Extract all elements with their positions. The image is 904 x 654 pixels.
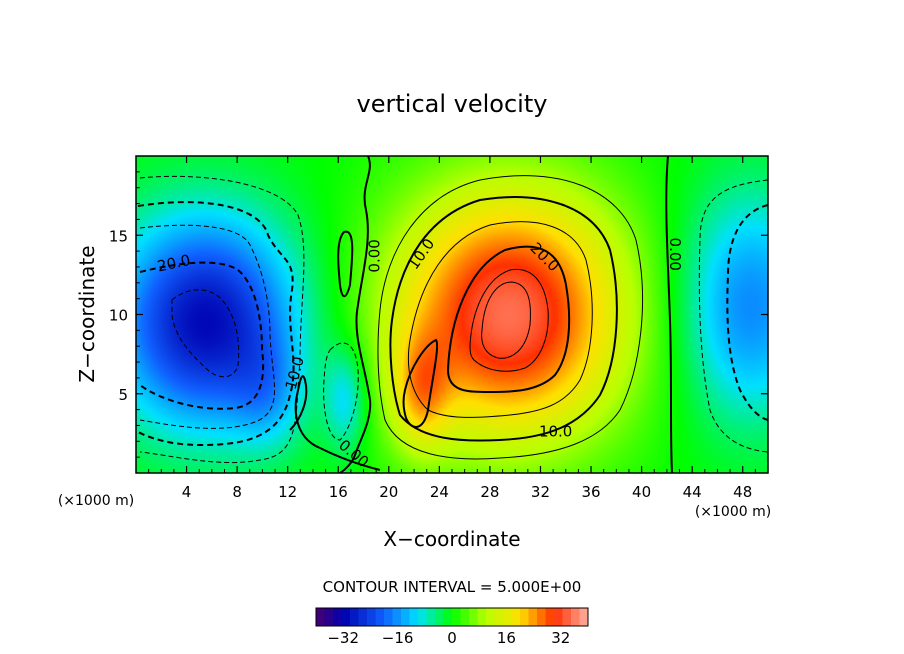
colorbar-segment xyxy=(562,608,572,626)
x-tick-label: 24 xyxy=(430,483,449,501)
contour-neg-5-mid xyxy=(323,342,359,441)
colorbar-segment xyxy=(409,608,419,626)
colorbar-segment xyxy=(511,608,521,626)
colorbar-segment xyxy=(554,608,563,626)
colorbar-tick-label: 0 xyxy=(447,629,457,647)
x-tick-label: 44 xyxy=(683,483,702,501)
contour-pos-25 xyxy=(469,268,549,372)
colorbar-segment xyxy=(324,608,334,626)
x-tick-label: 28 xyxy=(480,483,499,501)
x-axis: 4 8 12 16 20 24 28 32 36 40 44 48 xyxy=(148,156,756,501)
colorbar-tick-label: −32 xyxy=(327,629,359,647)
colorbar-segment xyxy=(367,608,376,626)
colorbar-segment xyxy=(503,608,512,626)
x-tick-label: 16 xyxy=(329,483,348,501)
colorbar-segment xyxy=(452,608,461,626)
x-tick-label: 36 xyxy=(581,483,600,501)
colorbar-segment xyxy=(341,608,351,626)
colorbar-segment xyxy=(443,608,453,626)
chart-title: vertical velocity xyxy=(357,90,548,118)
x-tick-label: 48 xyxy=(733,483,752,501)
colorbar-tick-label: −16 xyxy=(382,629,414,647)
colorbar-segment xyxy=(469,608,478,626)
x-tick-label: 12 xyxy=(278,483,297,501)
colorbar-segment xyxy=(494,608,504,626)
colorbar-tick-label: 32 xyxy=(551,629,570,647)
colorbar-ticks: −32 −16 0 16 32 xyxy=(327,629,570,647)
contour-pos-20-lower xyxy=(402,338,439,428)
y-axis-label: Z−coordinate xyxy=(75,245,99,382)
y-tick-label: 10 xyxy=(109,307,128,325)
x-unit-label-left: (×1000 m) xyxy=(58,493,134,509)
colorbar-segment xyxy=(460,608,470,626)
colorbar-segment xyxy=(384,608,393,626)
y-axis: 5 10 15 xyxy=(109,171,768,458)
y-tick-label: 5 xyxy=(118,386,128,404)
contour-label: 10.0 xyxy=(539,422,572,440)
colorbar-segment xyxy=(528,608,538,626)
contour-pos-20 xyxy=(446,245,571,394)
colorbar-segment xyxy=(545,608,555,626)
x-tick-label: 40 xyxy=(632,483,651,501)
contour-neg-5-right xyxy=(698,179,768,453)
contour-zero-left xyxy=(339,156,372,473)
x-tick-label: 20 xyxy=(379,483,398,501)
y-tick-label: 15 xyxy=(109,227,128,245)
contour-neg-15-left xyxy=(139,224,275,429)
colorbar-segment xyxy=(435,608,444,626)
colorbar-frame xyxy=(315,607,589,627)
contour-interval-text: CONTOUR INTERVAL = 5.000E+00 xyxy=(323,578,582,596)
x-tick-label: 32 xyxy=(531,483,550,501)
x-tick-label: 4 xyxy=(182,483,192,501)
colorbar-segment xyxy=(401,608,410,626)
contour-pos-5 xyxy=(377,175,643,460)
contour-zero-right xyxy=(665,156,673,473)
colorbar-segments xyxy=(315,607,589,627)
colorbar-segment xyxy=(426,608,436,626)
x-unit-label-right: (×1000 m) xyxy=(695,504,771,520)
heatmap-field xyxy=(136,156,768,473)
contour-label: 0.00 xyxy=(365,239,383,272)
colorbar-segment xyxy=(333,608,342,626)
colorbar-segment xyxy=(537,608,546,626)
contour-pos-15 xyxy=(407,221,593,418)
colorbar-tick-label: 16 xyxy=(497,629,516,647)
x-axis-label: X−coordinate xyxy=(383,527,520,551)
colorbar-segment xyxy=(392,608,402,626)
colorbar-segment xyxy=(418,608,427,626)
colorbar-segment xyxy=(358,608,368,626)
contour-neg-10-right xyxy=(726,204,768,421)
contour-neg-10-left xyxy=(137,201,295,447)
contour-neg-25-left xyxy=(171,289,240,378)
colorbar-segment xyxy=(375,608,385,626)
contour-pos-10 xyxy=(389,196,618,442)
colorbar-segment xyxy=(579,608,589,626)
colorbar-segment xyxy=(486,608,495,626)
colorbar-segment xyxy=(350,608,359,626)
contour-zero-bottom xyxy=(289,375,381,471)
colorbar-segment xyxy=(316,608,325,626)
contour-pos-30 xyxy=(481,281,531,359)
colorbar-segment xyxy=(571,608,580,626)
contour-neg-5-left xyxy=(139,175,305,464)
colorbar-segment xyxy=(520,608,529,626)
colorbar-segment xyxy=(477,608,487,626)
x-tick-label: 8 xyxy=(232,483,242,501)
contour-label: 0.00 xyxy=(666,238,684,271)
contour-neg-20-left xyxy=(139,261,265,410)
contour-zero-center-lobe xyxy=(337,230,354,298)
contour-lines xyxy=(137,156,768,473)
